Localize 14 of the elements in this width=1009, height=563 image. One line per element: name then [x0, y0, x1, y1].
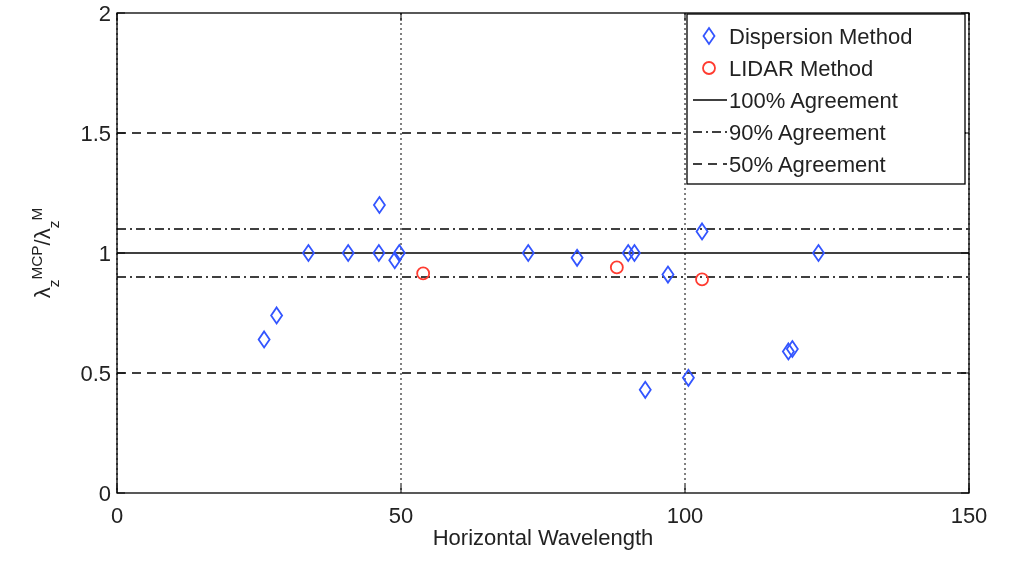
legend-label: Dispersion Method	[729, 23, 913, 49]
legend-label: 90% Agreement	[729, 119, 886, 145]
y-tick-label: 0	[98, 480, 111, 506]
y-tick-label: 0.5	[80, 360, 111, 386]
y-tick-label: 2	[98, 0, 111, 26]
y-tick-label: 1.5	[80, 120, 111, 146]
y-tick-label: 1	[98, 240, 111, 266]
x-tick-label: 100	[666, 503, 704, 528]
x-axis-title: Horizontal Wavelength	[432, 525, 654, 550]
x-tick-label: 150	[950, 503, 988, 528]
legend-label: 100% Agreement	[729, 87, 898, 113]
legend-label: 50% Agreement	[729, 151, 886, 177]
legend-label: LIDAR Method	[729, 55, 874, 81]
x-tick-label: 50	[388, 503, 414, 528]
